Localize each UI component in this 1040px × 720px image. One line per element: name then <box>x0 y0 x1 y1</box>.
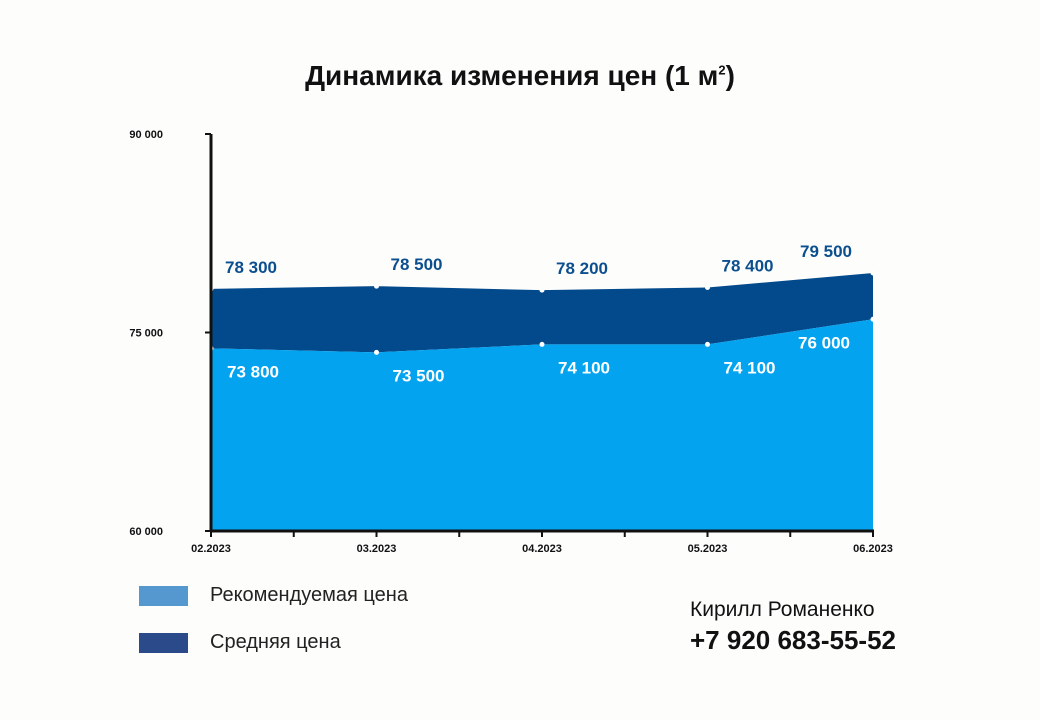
data-label-average: 78 500 <box>391 255 443 274</box>
point-recommended-03.2023 <box>374 349 379 355</box>
legend-swatch-recommended <box>139 586 188 606</box>
legend-label-recommended: Рекомендуемая цена <box>210 584 408 606</box>
area-recommended-price <box>211 319 873 531</box>
data-label-recommended: 73 800 <box>227 362 279 381</box>
y-tick-label: 60 000 <box>129 526 163 538</box>
chart-title-superscript: 2 <box>718 62 726 78</box>
data-label-recommended: 73 500 <box>393 366 445 385</box>
x-tick-label: 03.2023 <box>357 543 397 555</box>
contact-phone: +7 920 683-55-52 <box>690 625 897 655</box>
data-label-average: 78 300 <box>225 258 277 277</box>
x-tick-label: 04.2023 <box>522 543 562 555</box>
point-average-04.2023 <box>539 287 545 293</box>
chart-title-end: ) <box>725 60 735 91</box>
data-label-average: 78 400 <box>722 257 774 276</box>
x-tick-label: 06.2023 <box>853 543 893 555</box>
data-label-recommended: 74 100 <box>558 358 610 377</box>
chart-title-text: Динамика изменения цен (1 м <box>305 60 719 91</box>
area-average-price <box>211 272 873 353</box>
y-tick-label: 90 000 <box>129 129 163 141</box>
x-tick-label: 02.2023 <box>191 543 231 555</box>
chart-title: Динамика изменения цен (1 м2) <box>0 60 1040 92</box>
point-average-03.2023 <box>374 283 379 289</box>
contact-name: Кирилл Романенко <box>690 598 875 621</box>
point-average-06.2023 <box>870 270 876 276</box>
point-average-05.2023 <box>705 285 710 291</box>
legend-label-average: Средняя цена <box>210 631 341 653</box>
point-recommended-04.2023 <box>539 341 545 347</box>
data-label-average: 78 200 <box>556 259 608 278</box>
data-label-recommended: 74 100 <box>724 358 776 377</box>
x-tick-label: 05.2023 <box>688 543 728 555</box>
data-label-average: 79 500 <box>800 242 852 261</box>
data-label-recommended: 76 000 <box>798 333 850 352</box>
point-recommended-05.2023 <box>705 341 710 347</box>
y-tick-label: 75 000 <box>129 328 163 340</box>
point-recommended-06.2023 <box>870 316 876 322</box>
legend-swatch-average <box>139 633 188 653</box>
